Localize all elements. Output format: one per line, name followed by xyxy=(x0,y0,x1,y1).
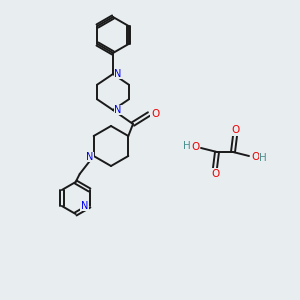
Text: H: H xyxy=(183,141,191,151)
Text: N: N xyxy=(114,69,122,79)
Text: O: O xyxy=(231,125,239,135)
Text: N: N xyxy=(86,152,93,162)
Text: O: O xyxy=(151,109,159,119)
Text: O: O xyxy=(251,152,259,162)
Text: N: N xyxy=(114,105,122,115)
Text: O: O xyxy=(211,169,219,179)
Text: N: N xyxy=(81,201,88,211)
Text: H: H xyxy=(259,153,267,163)
Text: O: O xyxy=(191,142,199,152)
